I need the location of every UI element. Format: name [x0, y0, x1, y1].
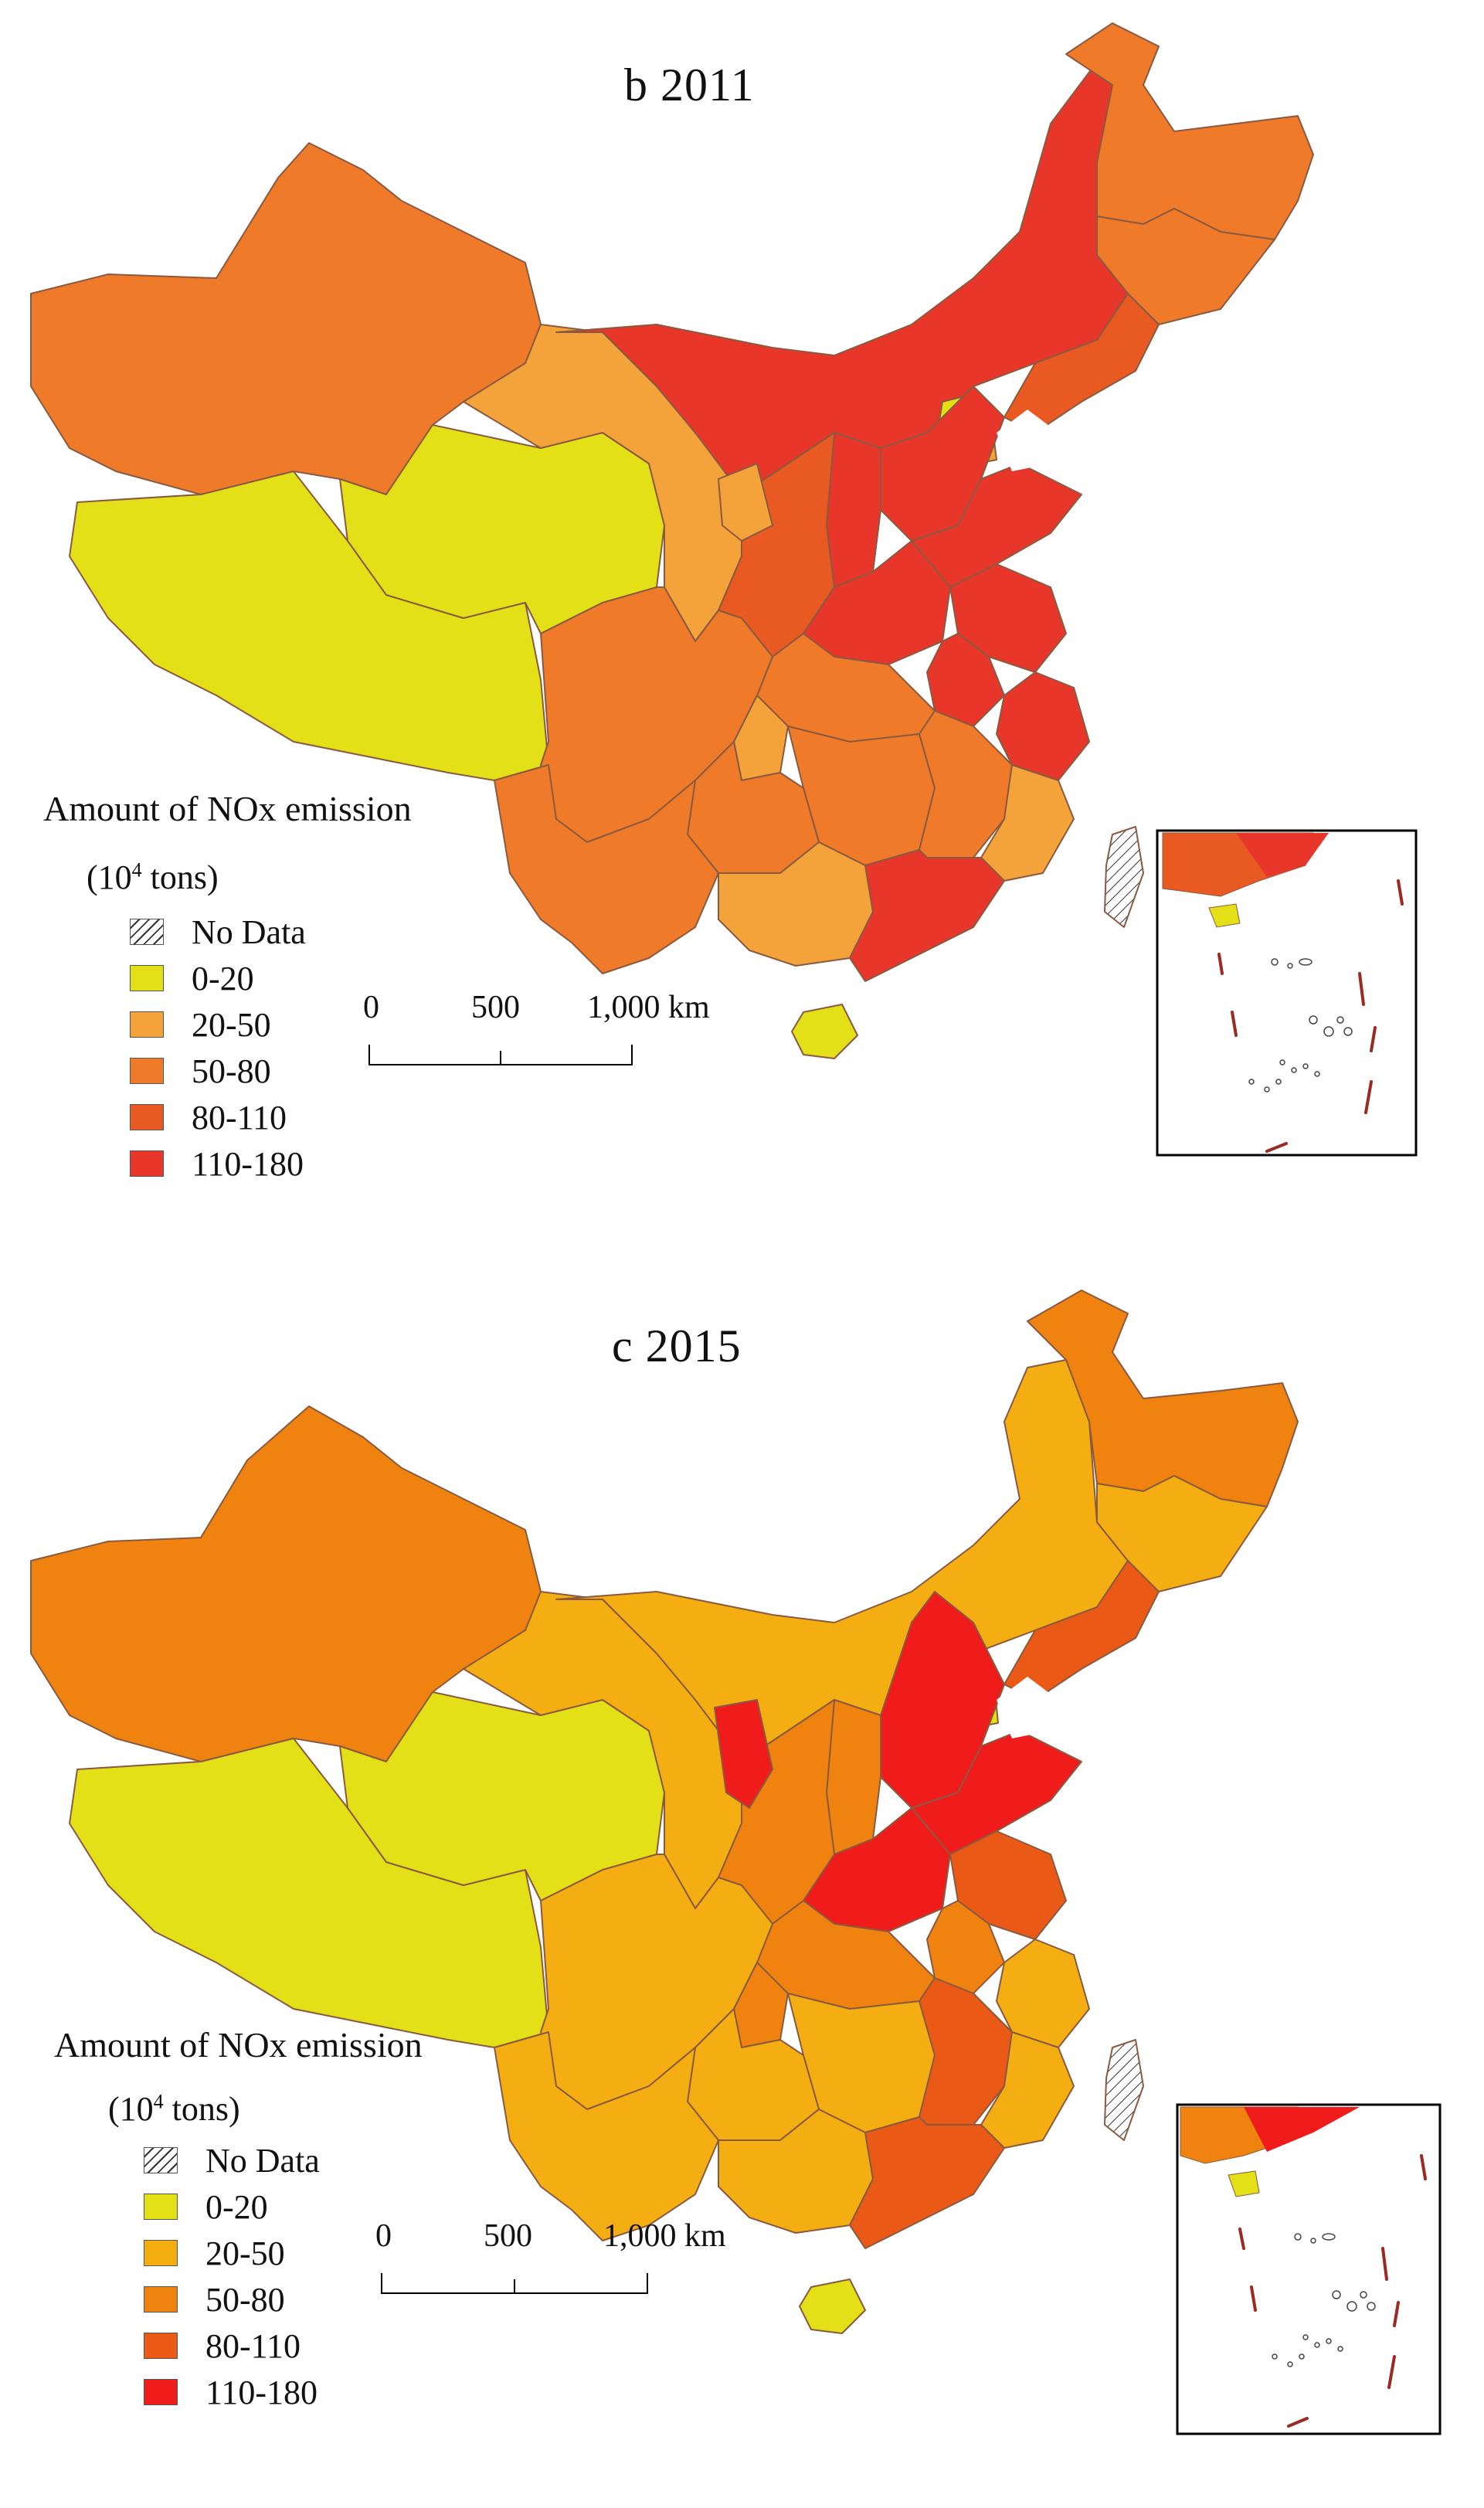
legend-item-no-data: No Data: [130, 912, 306, 952]
legend-swatch: [130, 1104, 164, 1130]
legend-item-0-20: 0-20: [144, 2187, 268, 2227]
legend-title: Amount of NOx emission: [54, 2025, 423, 2065]
region-jiangxi: [919, 710, 1013, 858]
legend-label: 80-110: [192, 1098, 287, 1137]
china-map-2015: [30, 1290, 1442, 2435]
map-panel-2015: c 2015 Amount of NOx emission (104 tons)…: [0, 1267, 1484, 2508]
legend-label: 110-180: [192, 1144, 304, 1183]
region-guangdong: [849, 849, 1005, 982]
region-zhejiang: [996, 1939, 1090, 2048]
region-jilin: [1096, 1475, 1268, 1592]
scale-label: 0: [375, 2218, 392, 2254]
bohai-sea: [997, 1677, 1058, 1738]
region-jiangxi: [919, 1977, 1013, 2126]
region-taiwan: [1104, 826, 1144, 928]
region-heilongjiang: [1027, 1290, 1299, 1507]
region-guangdong: [849, 2116, 1005, 2249]
legend-unit: (104 tons): [87, 858, 219, 896]
region-zhejiang: [996, 671, 1090, 781]
scale-label: 1,000 km: [603, 2218, 726, 2254]
legend-item-80-110: 80-110: [144, 2326, 301, 2366]
legend-label: 50-80: [205, 2280, 285, 2319]
scale-bar-line: [368, 1045, 633, 1065]
bohai-sea: [997, 410, 1058, 471]
legend-item-0-20: 0-20: [130, 958, 254, 998]
legend-swatch-hatch: [144, 2147, 178, 2173]
region-ningxia: [718, 463, 773, 542]
legend-item-110-180: 110-180: [130, 1144, 304, 1184]
legend-swatch: [130, 965, 164, 991]
legend-item-20-50: 20-50: [130, 1004, 271, 1045]
legend-swatch: [144, 2194, 178, 2220]
legend-label: No Data: [205, 2141, 320, 2180]
region-ningxia: [714, 1699, 773, 1809]
legend-swatch: [144, 2379, 178, 2405]
region-hebei: [880, 1591, 1005, 1809]
legend-item-no-data: No Data: [144, 2140, 320, 2180]
region-shanxi: [826, 432, 881, 588]
scale-bar-line: [381, 2273, 648, 2294]
legend-label: 110-180: [205, 2373, 318, 2411]
region-hainan: [799, 2279, 866, 2334]
china-map-2011: [30, 22, 1418, 1157]
map-panel-2011: b 2011 Amount of NOx emission (104 tons)…: [0, 0, 1484, 1205]
legend-swatch: [144, 2286, 178, 2313]
legend-item-50-80: 50-80: [130, 1051, 271, 1091]
scale-label: 500: [484, 2218, 532, 2254]
region-anhui: [926, 633, 1005, 727]
legend-swatch: [130, 1150, 164, 1177]
legend-swatch: [130, 1011, 164, 1038]
legend-unit: (104 tons): [108, 2090, 240, 2128]
scale-bar: 0 500 1,000 km: [375, 2217, 726, 2318]
region-shanxi: [826, 1699, 881, 1855]
region-hainan: [791, 1004, 858, 1059]
legend-label: 20-50: [192, 1005, 271, 1044]
legend-label: 0-20: [192, 959, 254, 997]
inset-south-china-sea-2011: [1156, 829, 1418, 1157]
legend-swatch: [144, 2333, 178, 2359]
legend-label: 20-50: [205, 2234, 285, 2272]
legend-label: 80-110: [205, 2326, 301, 2365]
scale-bar: 0 500 1,000 km: [363, 989, 710, 1082]
legend-item-50-80: 50-80: [144, 2279, 285, 2319]
region-anhui: [926, 1900, 1005, 1994]
legend-title: Amount of NOx emission: [43, 789, 412, 828]
legend-swatch: [130, 1058, 164, 1084]
scale-label: 0: [363, 990, 379, 1025]
region-jilin: [1096, 208, 1275, 325]
legend-item-80-110: 80-110: [130, 1097, 287, 1137]
legend-label: 50-80: [192, 1052, 271, 1090]
scale-label: 500: [471, 990, 520, 1025]
legend-item-110-180: 110-180: [144, 2372, 318, 2412]
map-title: b 2011: [624, 59, 755, 110]
legend-item-20-50: 20-50: [144, 2233, 285, 2273]
map-title: c 2015: [612, 1320, 742, 1371]
legend-label: No Data: [192, 912, 306, 951]
inset-south-china-sea-2015: [1176, 2103, 1442, 2435]
legend-swatch-hatch: [130, 919, 164, 945]
region-heilongjiang: [1065, 22, 1314, 240]
legend-label: 0-20: [205, 2187, 268, 2226]
legend-swatch: [144, 2240, 178, 2266]
scale-label: 1,000 km: [587, 990, 710, 1025]
region-taiwan: [1104, 2039, 1144, 2141]
